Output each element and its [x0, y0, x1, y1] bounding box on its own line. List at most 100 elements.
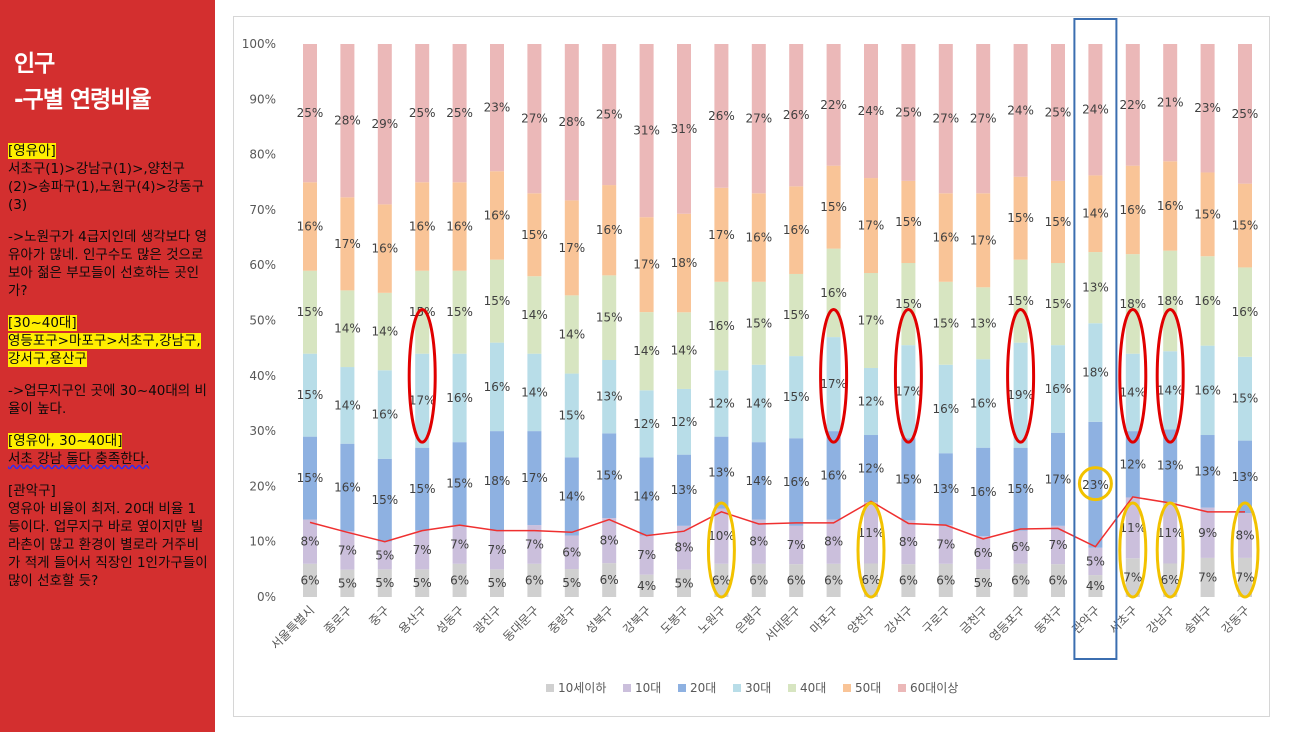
data-label: 11% [1157, 526, 1184, 540]
data-label: 6% [1048, 574, 1067, 588]
data-label: 7% [450, 537, 469, 551]
data-label: 5% [338, 576, 357, 590]
data-label: 15% [820, 200, 847, 214]
bar-segment [1088, 175, 1103, 253]
data-label: 15% [558, 408, 585, 422]
bar-segment [976, 44, 991, 194]
bar-segment [976, 287, 991, 360]
bar-segment [938, 44, 953, 194]
category-label: 도봉구 [658, 603, 691, 636]
bar-segment [789, 525, 804, 565]
bar-segment [1013, 259, 1028, 343]
data-label: 6% [300, 573, 319, 587]
bar-segment [1238, 356, 1252, 441]
bar-segment [864, 44, 878, 179]
data-label: 13% [970, 316, 997, 330]
data-label: 25% [1045, 105, 1072, 119]
red-highlight-ellipse [1155, 307, 1185, 444]
bar-segment [340, 290, 355, 368]
data-label: 14% [334, 322, 361, 336]
title-line-1: 인구 [14, 51, 55, 77]
bar-segment [340, 367, 355, 444]
data-label: 16% [596, 223, 623, 237]
bar-segment [377, 458, 392, 542]
bar-segment [677, 312, 691, 389]
data-label: 8% [600, 534, 619, 548]
data-label: 7% [1123, 571, 1142, 585]
data-label: 7% [413, 543, 432, 557]
yellow-highlight-ellipse [1155, 501, 1185, 599]
bar-segment [938, 193, 953, 282]
bar-segment [1163, 351, 1178, 430]
category-label: 금천구 [956, 603, 990, 637]
data-label: 6% [974, 546, 993, 560]
bar-segment [714, 281, 729, 371]
data-label: 5% [375, 549, 394, 563]
bar-segment [826, 519, 841, 564]
category-label: 서울특별시 [268, 603, 317, 652]
bar-segment [303, 436, 317, 520]
data-label: 18% [1157, 294, 1184, 308]
bar-segment [864, 273, 878, 368]
data-label: 17% [820, 377, 847, 391]
data-label: 12% [671, 415, 698, 429]
note-both-body: 서초 강남 둘다 충족한다. [8, 451, 150, 467]
bar-segment [1051, 263, 1065, 346]
data-label: 4% [637, 579, 656, 593]
data-label: 14% [558, 489, 585, 503]
bar-segment [527, 431, 542, 526]
note-gwanak-tag: [관악구] [8, 483, 56, 499]
data-label: 31% [671, 122, 698, 136]
bar-segment [527, 353, 542, 432]
data-label: 15% [409, 482, 436, 496]
bar-segment [751, 364, 766, 443]
y-tick-label: 100% [242, 37, 276, 51]
data-label: 10% [708, 529, 735, 543]
yellow-highlight-ellipse [1118, 501, 1148, 599]
bar-segment [415, 530, 430, 570]
bar-segment [714, 508, 729, 564]
data-label: 8% [1235, 529, 1254, 543]
category-label: 중구 [366, 603, 392, 629]
data-label: 14% [745, 396, 772, 410]
data-label: 17% [970, 233, 997, 247]
bar-segment [490, 569, 504, 597]
bar-segment [490, 44, 504, 172]
category-label: 광진구 [471, 603, 504, 636]
bar-segment [1125, 431, 1140, 498]
data-label: 16% [783, 223, 810, 237]
data-label: 14% [1157, 383, 1184, 397]
bar-segment [789, 186, 804, 274]
category-label: 서대문구 [762, 603, 803, 644]
bar-segment [1163, 250, 1178, 352]
data-label: 16% [409, 219, 436, 233]
bar-segment [938, 525, 953, 564]
data-label: 25% [446, 106, 473, 120]
data-label: 17% [858, 219, 885, 233]
bar-segment [751, 44, 766, 194]
legend-label: 40대 [800, 681, 826, 695]
bar-segment [340, 569, 355, 597]
data-label: 15% [371, 493, 398, 507]
bar-segment [1238, 440, 1252, 514]
data-label: 11% [1119, 521, 1146, 535]
data-label: 25% [297, 106, 324, 120]
bar-segment [1088, 575, 1103, 597]
bar-segment [564, 535, 579, 570]
chart-frame: 0% 10% 20% 30% 40% 50% 60% 70% 80% 90% 100% 6% 8% 15%… [233, 16, 1270, 717]
data-label: 6% [824, 573, 843, 587]
bar-segment [527, 276, 542, 354]
bar-segment [1088, 44, 1103, 176]
data-label: 6% [936, 573, 955, 587]
data-label: 27% [521, 112, 548, 126]
bar-segment [1200, 507, 1215, 558]
y-tick-label: 90% [249, 92, 276, 106]
bar-segment [527, 525, 542, 564]
data-label: 15% [1232, 392, 1259, 406]
bar-segment [490, 530, 504, 570]
bar-segment [751, 442, 766, 520]
bar-segment [826, 337, 841, 432]
bar-segment [1088, 323, 1103, 422]
yellow-highlight-circle [1077, 466, 1113, 502]
bar-segment [826, 165, 841, 249]
